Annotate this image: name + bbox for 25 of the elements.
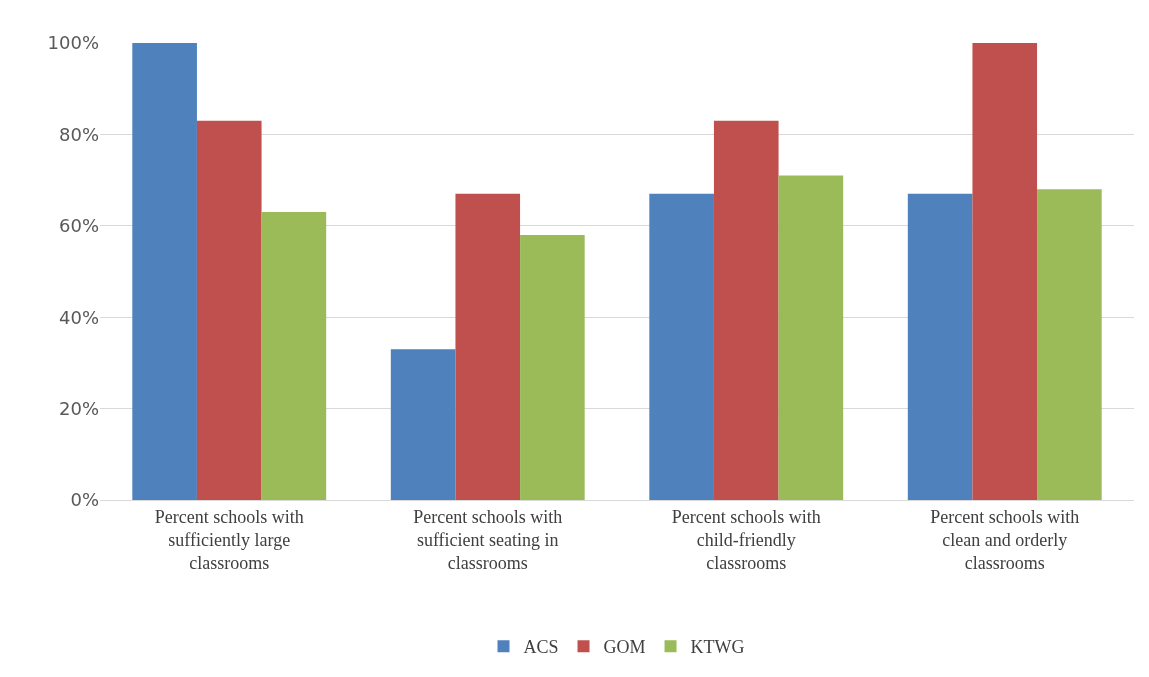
y-tick-label: 40%: [58, 306, 99, 328]
y-tick-label: 0%: [70, 489, 99, 511]
bar: [455, 193, 521, 500]
bar: [972, 43, 1038, 500]
y-tick-label: 80%: [58, 123, 99, 145]
legend-label: KTWG: [690, 637, 745, 658]
y-tick-label: 60%: [58, 215, 99, 237]
bar: [520, 234, 585, 500]
bar: [132, 43, 197, 500]
bar: [778, 175, 844, 500]
x-tick-label: Percent schools with sufficient seating in classrooms: [413, 506, 563, 574]
bar: [390, 349, 456, 500]
x-tick-label: Percent schools with child-friendly classrooms: [671, 506, 821, 574]
y-tick-label: 100%: [47, 32, 99, 54]
bar: [196, 120, 262, 500]
y-tick-label: 20%: [58, 397, 99, 419]
legend-label: ACS: [523, 637, 559, 658]
x-tick-label: Percent schools with clean and orderly classrooms: [930, 506, 1080, 574]
legend-label: GOM: [603, 637, 646, 658]
bar: [261, 212, 327, 500]
bar: [649, 193, 714, 500]
bar: [907, 193, 973, 500]
bar: [1037, 189, 1102, 500]
x-tick-label: Percent schools with sufficiently large classrooms: [154, 506, 304, 574]
bar: [713, 120, 779, 500]
